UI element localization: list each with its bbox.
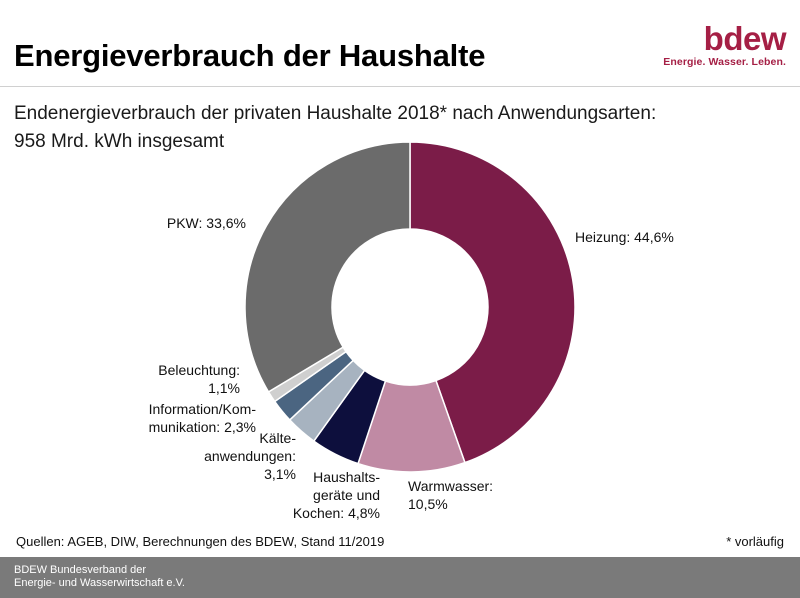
sources-note: Quellen: AGEB, DIW, Berechnungen des BDE… [16,534,385,549]
label-warmwasser: Warmwasser: 10,5% [408,478,493,512]
slice-pkw [244,141,411,393]
footer-bar: BDEW Bundesverband der Energie- und Wass… [0,557,800,598]
slice-heizung [409,141,576,464]
bdew-logo: bdew Energie. Wasser. Leben. [663,20,787,69]
footnote: * vorläufig [726,534,784,549]
label-ikt: Information/Kom-munikation: 2,3% [149,401,257,435]
subtitle-line-1: Endenergieverbrauch der privaten Haushal… [14,103,657,124]
label-pkw: PKW: 33,6% [167,215,246,231]
page-title: Energieverbrauch der Haushalte [14,38,486,73]
chart-subtitle: Endenergieverbrauch der privaten Haushal… [14,100,794,156]
label-heizung: Heizung: 44,6% [575,229,674,245]
logo-wordmark: bdew [703,20,787,57]
footer-line-2: Energie- und Wasserwirtschaft e.V. [14,577,185,589]
footer-line-1: BDEW Bundesverband der [14,564,147,576]
header-divider [0,86,800,87]
label-haushaltsgeraete: Haushalts-geräte und Kochen: 4,8% [293,469,381,521]
label-beleuchtung: Beleuchtung: 1,1% [158,362,240,396]
subtitle-line-2: 958 Mrd. kWh insgesamt [14,131,225,152]
logo-tagline: Energie. Wasser. Leben. [663,56,786,68]
label-kaelte: Kälte-anwendungen: 3,1% [204,430,296,482]
